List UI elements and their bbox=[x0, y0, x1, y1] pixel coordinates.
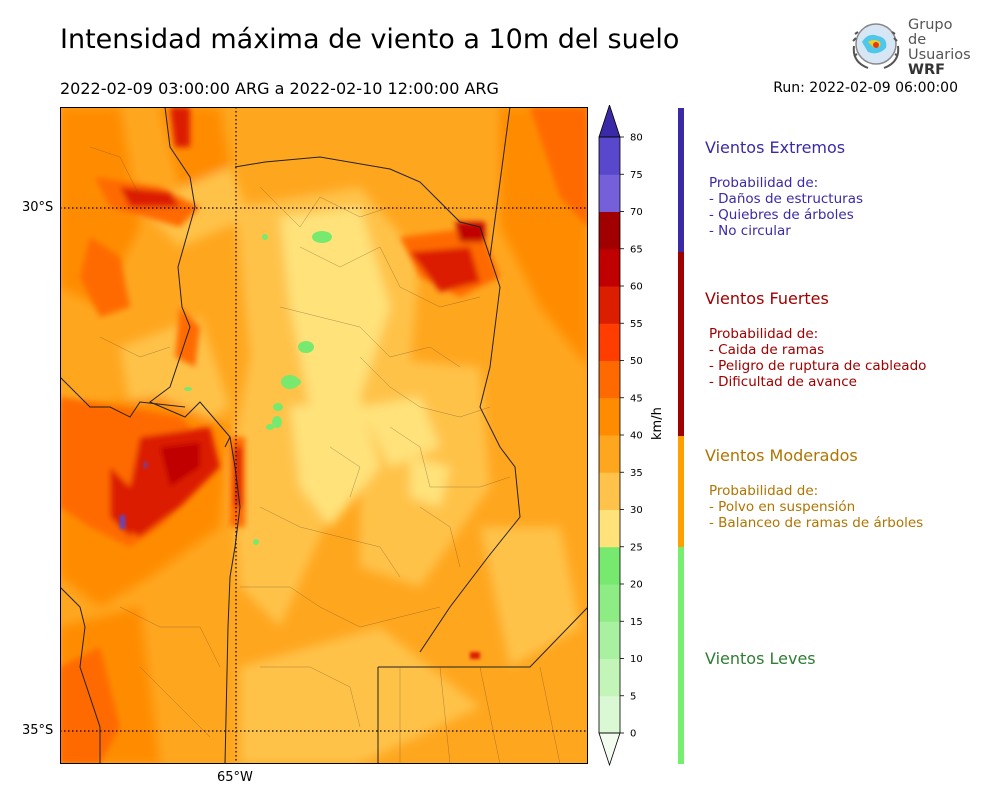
colorbar-bin bbox=[599, 435, 620, 473]
desc-line: - Quiebres de árboles bbox=[709, 207, 854, 223]
colorbar-bin bbox=[599, 472, 620, 510]
logo-line-1: Grupo de bbox=[908, 17, 953, 48]
colorbar-bin bbox=[599, 360, 620, 399]
colorbar-bin bbox=[599, 658, 620, 697]
desc-line: Probabilidad de: bbox=[709, 326, 819, 342]
colorbar-bin bbox=[599, 621, 620, 659]
colorbar-bin bbox=[599, 397, 620, 436]
category-extremos: Vientos Extremos Probabilidad de: - Daño… bbox=[705, 138, 863, 239]
colorbar-bin bbox=[599, 695, 620, 734]
colorbar-svg: 0 5 10 15 20 25 30 35 40 45 50 55 60 65 70 75 80 bbox=[598, 103, 643, 767]
band-fuertes bbox=[678, 252, 684, 436]
colorbar-extend-min bbox=[598, 732, 621, 767]
lat-label-35s: 35°S bbox=[22, 723, 54, 738]
map-title: Intensidad máxima de viento a 10m del su… bbox=[60, 24, 680, 55]
colorbar-tick-label: 5 bbox=[630, 691, 636, 702]
colorbar-tick-label: 60 bbox=[630, 282, 643, 293]
logo-line-2: Usuarios bbox=[908, 47, 971, 63]
graticule bbox=[60, 107, 588, 764]
band-leves bbox=[678, 547, 684, 764]
category-fuertes: Vientos Fuertes Probabilidad de: - Caida… bbox=[705, 289, 926, 390]
department-borders bbox=[89, 146, 561, 764]
desc-line: - Peligro de ruptura de cableado bbox=[709, 358, 927, 374]
category-description: Probabilidad de: - Caida de ramas - Peli… bbox=[705, 326, 926, 390]
colorbar-tick-label: 40 bbox=[630, 431, 643, 442]
category-title: Vientos Moderados bbox=[705, 446, 858, 465]
wind-field-svg bbox=[60, 107, 588, 764]
run-timestamp: Run: 2022-02-09 06:00:00 bbox=[773, 80, 958, 96]
colorbar-tick-label: 20 bbox=[630, 580, 643, 591]
wind-map bbox=[60, 107, 588, 764]
colorbar-tick-label: 75 bbox=[630, 170, 643, 181]
colorbar-bin bbox=[599, 546, 620, 585]
desc-line: Probabilidad de: bbox=[709, 175, 819, 191]
colorbar-tick-label: 15 bbox=[630, 617, 643, 628]
desc-line: Probabilidad de: bbox=[709, 483, 819, 499]
category-description: Probabilidad de: - Polvo en suspensión -… bbox=[705, 483, 923, 531]
colorbar: 0 5 10 15 20 25 30 35 40 45 50 55 60 65 70 75 80 bbox=[595, 103, 655, 770]
globe-logo-icon bbox=[852, 23, 900, 69]
colorbar-bin bbox=[599, 584, 620, 622]
light-wind-patches bbox=[184, 231, 332, 545]
logo-text: Grupo de Usuarios WRF bbox=[908, 18, 973, 78]
colorbar-bin bbox=[599, 509, 620, 548]
map-frame bbox=[60, 107, 588, 764]
category-title: Vientos Fuertes bbox=[705, 289, 829, 308]
desc-line: - Polvo en suspensión bbox=[709, 499, 856, 515]
colorbar-tick-label: 80 bbox=[630, 133, 643, 144]
colorbar-tick-label: 35 bbox=[630, 468, 643, 479]
desc-line: - Daños de estructuras bbox=[709, 191, 864, 207]
colorbar-tick-label: 55 bbox=[630, 319, 643, 330]
colorbar-tick-label: 25 bbox=[630, 542, 643, 553]
lat-label-30s: 30°S bbox=[22, 200, 54, 215]
category-leves: Vientos Leves bbox=[705, 649, 816, 668]
colorbar-extend-max bbox=[598, 103, 621, 138]
colorbar-bin bbox=[599, 211, 620, 250]
desc-line: - Balanceo de ramas de árboles bbox=[709, 515, 924, 531]
colorbar-tick-label: 70 bbox=[630, 207, 643, 218]
category-title: Vientos Leves bbox=[705, 649, 816, 668]
colorbar-tick-label: 30 bbox=[630, 505, 643, 516]
colorbar-bin bbox=[599, 174, 620, 212]
colorbar-tick-label: 50 bbox=[630, 356, 643, 367]
forecast-period: 2022-02-09 03:00:00 ARG a 2022-02-10 12:… bbox=[60, 79, 499, 98]
colorbar-bin bbox=[599, 248, 620, 287]
logo-line-3: WRF bbox=[908, 62, 946, 78]
colorbar-tick-label: 45 bbox=[630, 393, 643, 404]
colorbar-bin bbox=[599, 323, 620, 361]
category-title: Vientos Extremos bbox=[705, 138, 846, 157]
lon-label-65w: 65°W bbox=[217, 770, 253, 785]
colorbar-unit: km/h bbox=[650, 407, 665, 440]
category-moderados: Vientos Moderados Probabilidad de: - Pol… bbox=[705, 446, 923, 531]
colorbar-tick-label: 65 bbox=[630, 244, 643, 255]
colorbar-bin bbox=[599, 286, 620, 324]
colorbar-tick-label: 10 bbox=[630, 654, 643, 665]
provincial-borders bbox=[60, 107, 588, 764]
colorbar-tick-label: 0 bbox=[630, 729, 636, 740]
colorbar-bin bbox=[599, 137, 620, 175]
strong-zones bbox=[60, 107, 588, 764]
band-moderados bbox=[678, 436, 684, 547]
desc-line: - Dificultad de avance bbox=[709, 374, 857, 390]
band-extremos bbox=[678, 108, 684, 252]
desc-line: - No circular bbox=[709, 223, 791, 239]
desc-line: - Caida de ramas bbox=[709, 342, 825, 358]
peak-zones bbox=[120, 462, 480, 659]
wrf-logo: Grupo de Usuarios WRF bbox=[848, 16, 973, 78]
category-description: Probabilidad de: - Daños de estructuras … bbox=[705, 175, 863, 239]
